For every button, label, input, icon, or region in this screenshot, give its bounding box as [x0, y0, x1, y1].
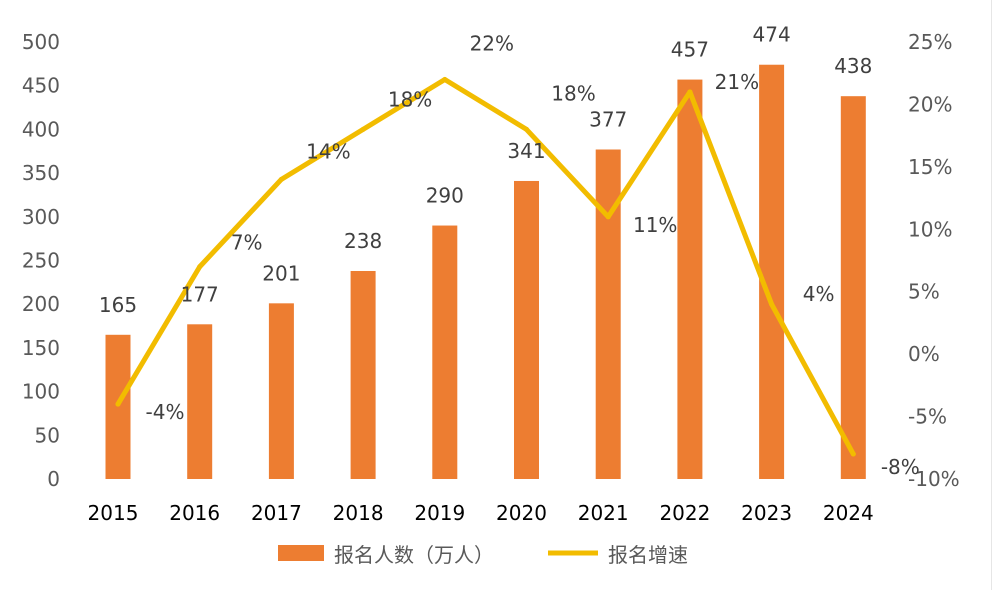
right-axis-tick-label: 20% [908, 92, 952, 116]
right-axis-tick-label: 10% [908, 217, 952, 241]
legend-swatch-bar [278, 545, 324, 561]
right-axis-tick-label: -5% [908, 405, 947, 429]
bar-2024 [840, 96, 866, 480]
bar-value-label: 201 [262, 261, 300, 285]
growth-rate-point-2022 [687, 89, 693, 95]
line-value-label: 7% [231, 231, 263, 255]
x-axis-tick-label: 2018 [333, 501, 384, 525]
line-series [115, 76, 856, 457]
left-axis-tick-label: 100 [22, 380, 60, 404]
growth-rate-point-2023 [769, 301, 775, 307]
bar-2016 [187, 324, 213, 479]
left-axis-tick-label: 200 [22, 292, 60, 316]
right-axis-tick-label: 15% [908, 155, 952, 179]
left-axis-tick-label: 350 [22, 161, 60, 185]
legend-label-bar: 报名人数（万人） [334, 543, 494, 567]
left-axis-tick-label: 0 [47, 467, 60, 491]
bar-2020 [514, 180, 539, 479]
bar-2018 [350, 270, 376, 479]
bar-2019 [432, 225, 458, 479]
growth-rate-point-2015 [115, 401, 121, 407]
bar-value-label: 438 [834, 54, 872, 78]
line-data-labels: -4% 7% 14% 18% 22% 18% 11% 21% 4% -8% [146, 31, 920, 479]
right-axis: -10% -5% 0% 5% 10% 15% 20% 25% [908, 30, 960, 491]
left-axis-tick-label: 450 [22, 74, 60, 98]
growth-rate-point-2017 [278, 176, 284, 182]
bar-value-label: 238 [344, 229, 382, 253]
bar-data-labels: 165 177 201 238 290 341 377 457 474 438 [99, 23, 872, 317]
bar-value-label: 341 [507, 139, 545, 163]
x-axis-tick-label: 2022 [659, 501, 710, 525]
bar-2022 [677, 79, 703, 479]
line-value-label: 21% [715, 70, 759, 94]
bar-series [105, 64, 866, 480]
line-value-label: 18% [388, 87, 432, 111]
x-axis-tick-label: 2024 [823, 501, 874, 525]
line-value-label: -4% [146, 400, 185, 424]
left-axis-tick-label: 400 [22, 117, 60, 141]
x-axis-tick-label: 2016 [169, 501, 220, 525]
right-axis-tick-label: 25% [908, 30, 952, 54]
x-axis-tick-label: 2021 [578, 501, 629, 525]
growth-rate-point-2021 [605, 214, 611, 220]
bar-value-label: 165 [99, 293, 137, 317]
x-axis-tick-label: 2023 [741, 501, 792, 525]
line-value-label: 11% [633, 213, 677, 237]
bar-value-label: 177 [181, 282, 219, 306]
growth-rate-point-2024 [850, 451, 856, 457]
x-axis: 2015 2016 2017 2018 2019 2020 2021 2022 2023 2024 [88, 501, 874, 525]
left-axis-tick-label: 500 [22, 30, 60, 54]
page-edge-divider [991, 0, 992, 590]
bar-value-label: 457 [671, 38, 709, 62]
line-value-label: -8% [881, 455, 920, 479]
line-value-label: 4% [803, 282, 835, 306]
growth-rate-point-2019 [442, 76, 448, 82]
line-value-label: 18% [551, 81, 595, 105]
bar-2015 [105, 334, 131, 479]
x-axis-tick-label: 2020 [496, 501, 547, 525]
bar-value-label: 474 [753, 23, 791, 47]
right-axis-tick-label: 0% [908, 342, 940, 366]
line-value-label: 14% [306, 139, 350, 163]
growth-rate-point-2018 [360, 126, 366, 132]
bar-value-label: 377 [589, 108, 627, 132]
line-value-label: 22% [470, 31, 514, 55]
left-axis-tick-label: 50 [35, 423, 60, 447]
x-axis-tick-label: 2017 [251, 501, 302, 525]
growth-rate-point-2020 [524, 126, 529, 132]
bar-2023 [759, 64, 785, 479]
x-axis-tick-label: 2019 [414, 501, 465, 525]
left-axis-tick-label: 250 [22, 249, 60, 273]
bar-2017 [268, 303, 294, 479]
bar-value-label: 290 [426, 184, 464, 208]
left-axis-tick-label: 300 [22, 205, 60, 229]
left-axis: 0 50 100 150 200 250 300 350 400 450 500 [22, 30, 60, 491]
legend: 报名人数（万人） 报名增速 [278, 543, 688, 567]
left-axis-tick-label: 150 [22, 336, 60, 360]
right-axis-tick-label: 5% [908, 280, 940, 304]
legend-label-line: 报名增速 [608, 543, 688, 567]
right-axis-tick-label: -10% [908, 467, 960, 491]
growth-rate-line [115, 76, 856, 457]
growth-rate-point-2016 [197, 264, 203, 270]
x-axis-tick-label: 2015 [88, 501, 139, 525]
